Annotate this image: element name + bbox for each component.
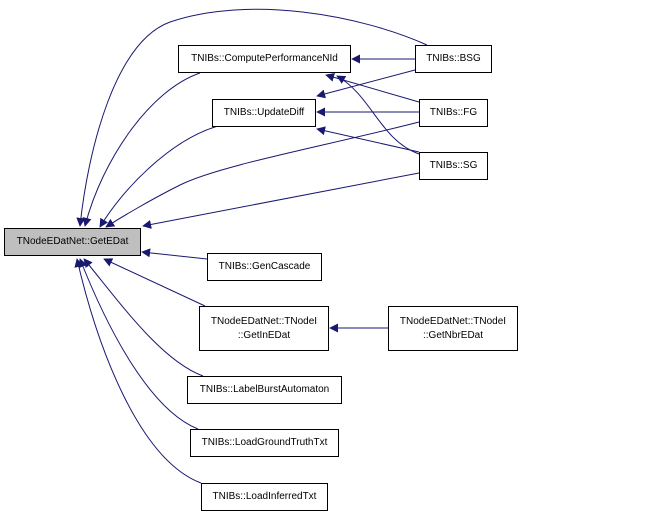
edge-updatediff-to-getedat	[99, 125, 219, 228]
node-getnbredat[interactable]: TNodeEDatNet::TNodeI::GetNbrEDat	[388, 306, 518, 351]
node-bsg[interactable]: TNIBs::BSG	[415, 45, 492, 73]
node-getedat: TNodeEDatNet::GetEDat	[4, 228, 141, 256]
edge-getinedat-to-getedat	[103, 258, 206, 307]
edge-computeperf-to-getedat	[82, 72, 201, 227]
edge-sg-to-computeperf	[336, 75, 420, 155]
node-updatediff[interactable]: TNIBs::UpdateDiff	[212, 99, 316, 127]
edge-loadinferred-to-getedat	[74, 258, 202, 484]
edge-bsg-to-updatediff	[316, 69, 416, 99]
node-label: TNIBs::ComputePerformanceNId	[191, 53, 338, 64]
node-loadinferredtxt[interactable]: TNIBs::LoadInferredTxt	[201, 483, 328, 511]
node-label: TNIBs::LabelBurstAutomaton	[199, 384, 330, 395]
node-label: TNIBs::LoadGroundTruthTxt	[201, 437, 328, 448]
node-label: TNIBs::SG	[429, 160, 478, 171]
edge-sg-to-updatediff	[316, 126, 420, 153]
edge-labelburst-to-getedat	[83, 258, 204, 377]
node-loadgroundtruthtxt[interactable]: TNIBs::LoadGroundTruthTxt	[190, 429, 339, 457]
edge-sg-to-getedat	[142, 172, 420, 229]
node-sg[interactable]: TNIBs::SG	[419, 152, 488, 180]
edge-gencascade-to-getedat	[141, 248, 208, 260]
node-fg[interactable]: TNIBs::FG	[419, 99, 488, 127]
edge-bsg-to-getedat	[76, 8, 428, 227]
node-label-line1: TNodeEDatNet::TNodeI	[210, 315, 318, 327]
node-labelburstautomaton[interactable]: TNIBs::LabelBurstAutomaton	[187, 376, 342, 404]
node-label: TNodeEDatNet::GetEDat	[16, 236, 129, 247]
node-label: TNIBs::UpdateDiff	[223, 107, 305, 118]
node-label: TNIBs::FG	[429, 107, 478, 118]
node-computeperformancenid[interactable]: TNIBs::ComputePerformanceNId	[178, 45, 351, 73]
node-label: TNIBs::GenCascade	[218, 261, 311, 272]
node-label-line2: ::GetInEDat	[237, 329, 291, 341]
edge-loadgroundtruth-to-getedat	[78, 258, 199, 430]
node-label: TNIBs::BSG	[426, 53, 481, 64]
node-label-line1: TNodeEDatNet::TNodeI	[399, 315, 507, 327]
node-gencascade[interactable]: TNIBs::GenCascade	[207, 253, 322, 281]
node-label-line2: ::GetNbrEDat	[422, 329, 484, 341]
edge-fg-to-computeperf	[325, 72, 420, 103]
node-getinedat[interactable]: TNodeEDatNet::TNodeI::GetInEDat	[199, 306, 329, 351]
node-label: TNIBs::LoadInferredTxt	[212, 491, 317, 502]
edge-fg-to-getedat	[105, 121, 420, 228]
